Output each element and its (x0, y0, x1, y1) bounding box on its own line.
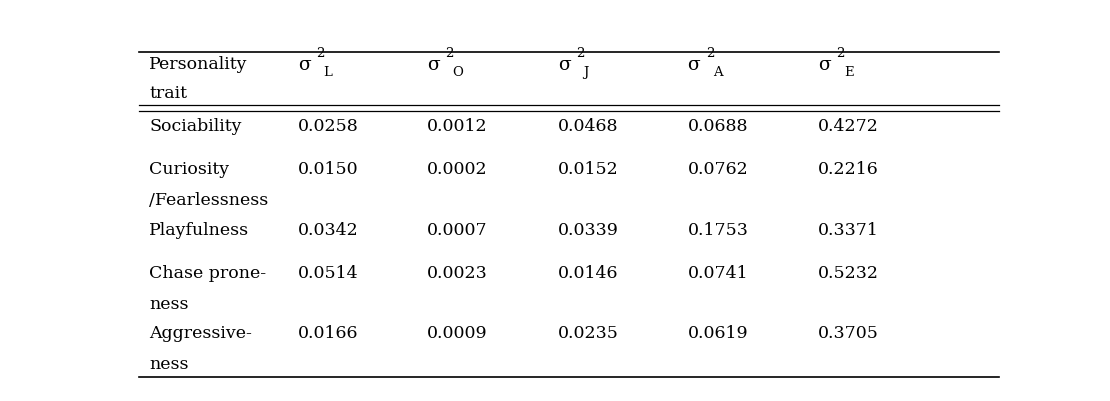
Text: σ: σ (297, 56, 311, 74)
Text: /Fearlessness: /Fearlessness (149, 192, 269, 209)
Text: 0.0342: 0.0342 (297, 221, 359, 238)
Text: 0.0152: 0.0152 (557, 161, 618, 178)
Text: 0.0762: 0.0762 (687, 161, 748, 178)
Text: ness: ness (149, 295, 189, 312)
Text: 0.4272: 0.4272 (818, 117, 879, 135)
Text: Playfulness: Playfulness (149, 221, 250, 238)
Text: 0.0166: 0.0166 (297, 324, 359, 341)
Text: L: L (324, 66, 333, 79)
Text: Sociability: Sociability (149, 117, 242, 135)
Text: 0.1753: 0.1753 (687, 221, 748, 238)
Text: 0.0150: 0.0150 (297, 161, 359, 178)
Text: σ: σ (687, 56, 700, 74)
Text: Personality: Personality (149, 56, 248, 73)
Text: 2: 2 (837, 47, 845, 60)
Text: 0.3371: 0.3371 (818, 221, 879, 238)
Text: 2: 2 (576, 47, 584, 60)
Text: 0.0009: 0.0009 (427, 324, 487, 341)
Text: 2: 2 (316, 47, 324, 60)
Text: A: A (714, 66, 723, 79)
Text: σ: σ (427, 56, 440, 74)
Text: 0.0146: 0.0146 (557, 264, 618, 281)
Text: trait: trait (149, 85, 188, 102)
Text: 2: 2 (445, 47, 453, 60)
Text: 0.0741: 0.0741 (687, 264, 748, 281)
Text: 0.0023: 0.0023 (427, 264, 487, 281)
Text: 0.0002: 0.0002 (427, 161, 487, 178)
Text: Aggressive-: Aggressive- (149, 324, 252, 341)
Text: 0.0514: 0.0514 (297, 264, 359, 281)
Text: 0.3705: 0.3705 (818, 324, 879, 341)
Text: J: J (584, 66, 589, 79)
Text: 0.0468: 0.0468 (557, 117, 618, 135)
Text: 0.0688: 0.0688 (687, 117, 748, 135)
Text: 0.2216: 0.2216 (818, 161, 879, 178)
Text: 0.0339: 0.0339 (557, 221, 618, 238)
Text: O: O (453, 66, 464, 79)
Text: ness: ness (149, 355, 189, 372)
Text: 0.0619: 0.0619 (687, 324, 748, 341)
Text: σ: σ (818, 56, 831, 74)
Text: σ: σ (557, 56, 571, 74)
Text: Chase prone-: Chase prone- (149, 264, 266, 281)
Text: 0.0235: 0.0235 (557, 324, 618, 341)
Text: 0.0007: 0.0007 (427, 221, 487, 238)
Text: Curiosity: Curiosity (149, 161, 229, 178)
Text: E: E (845, 66, 854, 79)
Text: 0.5232: 0.5232 (818, 264, 879, 281)
Text: 0.0258: 0.0258 (297, 117, 359, 135)
Text: 0.0012: 0.0012 (427, 117, 487, 135)
Text: 2: 2 (706, 47, 714, 60)
